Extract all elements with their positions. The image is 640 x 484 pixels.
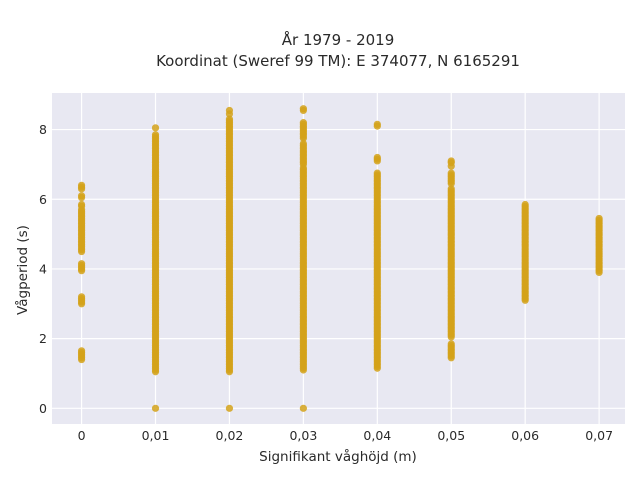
data-point [299,119,307,127]
scatter-column [299,105,307,412]
data-point [151,131,160,139]
x-axis-ticks: 0 0,01 0,02 0,03 0,04 0,05 0,06 0,07 [78,428,613,443]
data-point [299,139,307,148]
data-point [225,404,234,412]
chart-title: År 1979 - 2019 [282,30,395,49]
scatter-column [521,200,529,304]
data-point [77,200,86,209]
data-point [77,192,86,200]
data-point [447,157,455,165]
scatter-column [225,106,234,412]
data-point [77,293,86,301]
x-tick-label: 0,03 [289,428,317,443]
data-point [77,260,86,268]
plot-area [52,93,625,424]
data-point [521,200,529,209]
x-tick-label: 0,05 [437,428,465,443]
data-points [77,105,603,412]
x-tick-label: 0,04 [363,428,391,443]
y-tick-label: 6 [39,192,47,207]
x-tick-label: 0,02 [216,428,244,443]
scatter-column [595,214,603,277]
y-tick-label: 4 [39,261,47,276]
data-point [373,153,381,162]
x-tick-label: 0,06 [511,428,539,443]
x-tick-label: 0,01 [142,428,170,443]
data-point [77,347,86,355]
data-point [77,181,86,189]
data-point [595,214,603,223]
scatter-column [77,181,86,364]
scatter-column [151,124,160,412]
data-point [299,105,307,113]
data-point [447,185,455,193]
chart-subtitle: Koordinat (Sweref 99 TM): E 374077, N 61… [156,52,520,70]
data-point [225,106,234,115]
chart-title-group: År 1979 - 2019 Koordinat (Sweref 99 TM):… [156,30,520,70]
x-tick-label: 0,07 [585,428,613,443]
data-point [447,340,455,348]
data-point [373,120,381,128]
scatter-column [447,157,455,362]
data-point [447,169,455,177]
x-tick-label: 0 [78,428,86,443]
data-point [225,115,234,123]
y-axis-ticks: 0 2 4 6 8 [39,122,47,416]
scatter-column [373,120,381,372]
y-tick-label: 8 [39,122,47,137]
y-tick-label: 2 [39,331,47,346]
x-axis-title: Signifikant våghöjd (m) [259,448,417,465]
data-point [373,169,381,177]
data-point [299,404,307,412]
data-point [151,124,160,132]
data-point [151,404,160,412]
y-tick-label: 0 [39,401,47,416]
y-axis-title: Vågperiod (s) [14,225,31,315]
